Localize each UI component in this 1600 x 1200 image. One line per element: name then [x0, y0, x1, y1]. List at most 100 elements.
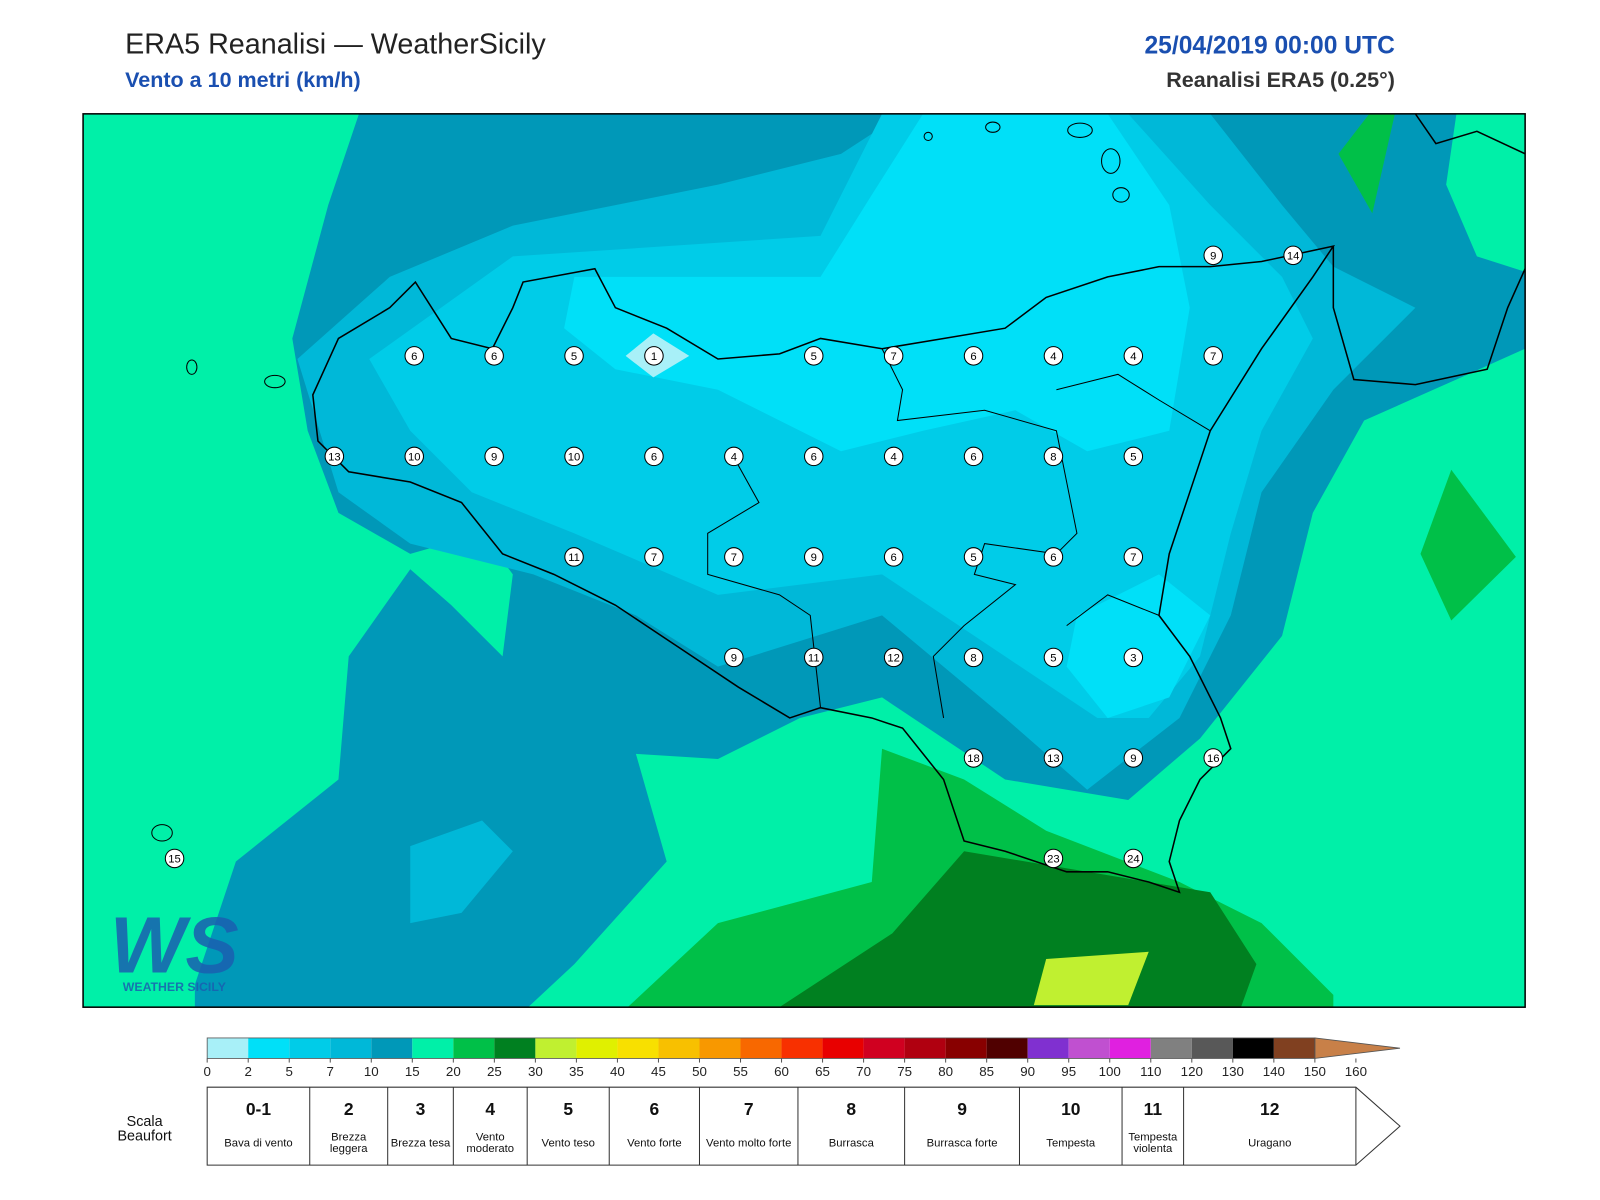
colorbar-arrow	[1314, 1037, 1401, 1059]
island	[985, 121, 1001, 133]
colorbar-segment	[658, 1037, 700, 1059]
station-marker	[1043, 547, 1064, 567]
source: Reanalisi ERA5 (0.25°)	[1166, 68, 1395, 92]
station-marker	[1123, 748, 1144, 768]
station-value: 1	[651, 351, 657, 363]
colorbar-tick-label: 55	[733, 1064, 748, 1079]
beaufort-desc: Vento teso	[541, 1136, 595, 1150]
beaufort-force: 6	[650, 1099, 660, 1119]
station-value: 9	[1210, 250, 1216, 262]
station-marker	[1123, 446, 1144, 467]
station-marker	[804, 446, 824, 467]
station-value: 9	[811, 552, 817, 564]
colorbar-segment	[1232, 1037, 1274, 1059]
station-value: 6	[651, 452, 657, 464]
station-value: 10	[408, 452, 421, 464]
contour	[83, 113, 513, 1008]
colorbar-tick-label: 40	[610, 1064, 625, 1079]
beaufort-force: 12	[1260, 1099, 1279, 1119]
station-value: 4	[891, 452, 897, 464]
beaufort-desc-box: Uragano	[1248, 1137, 1291, 1148]
colorbar-tick-label: 65	[815, 1064, 830, 1079]
colorbar-tick-label: 150	[1304, 1064, 1326, 1079]
contour	[1033, 951, 1149, 1006]
beaufort-force: 7	[744, 1099, 754, 1119]
island	[186, 359, 198, 375]
station-marker	[963, 547, 984, 567]
map-frame	[82, 113, 1526, 1008]
colorbar-segment	[412, 1037, 454, 1059]
contour	[564, 113, 1190, 452]
beaufort-desc: Brezza tesa	[390, 1136, 451, 1150]
station-marker	[1043, 446, 1064, 467]
colorbar-tick-label: 70	[856, 1064, 871, 1079]
station-value: 6	[411, 351, 417, 363]
colorbar-segment	[207, 1037, 249, 1059]
colorbar-segment	[699, 1037, 741, 1059]
beaufort-force: 2	[344, 1099, 354, 1119]
beaufort-desc-box: Brezza tesa	[390, 1136, 451, 1150]
colorbar-segment	[863, 1037, 905, 1059]
coastline	[1332, 246, 1526, 386]
station-marker	[484, 346, 504, 366]
station-marker	[564, 547, 584, 567]
station-marker	[1043, 647, 1064, 668]
colorbar-segment	[740, 1037, 782, 1059]
island	[1101, 148, 1121, 174]
station-value: 7	[1130, 552, 1136, 564]
station-value: 24	[1127, 854, 1140, 866]
contour	[410, 820, 513, 924]
province-border	[707, 456, 822, 708]
beaufort-desc-box: Tempesta violenta	[1128, 1132, 1177, 1155]
station-value: 6	[1050, 552, 1056, 564]
province-border	[1066, 594, 1160, 627]
station-value: 23	[1047, 854, 1060, 866]
beaufort-desc-box: Brezza leggera	[329, 1131, 368, 1155]
colorbar-segment	[904, 1037, 946, 1059]
station-value: 11	[568, 552, 580, 564]
contour	[1420, 469, 1516, 621]
station-value: 7	[1210, 351, 1216, 363]
station-marker	[564, 346, 584, 366]
station-marker	[804, 647, 824, 668]
beaufort-force: 8	[846, 1099, 856, 1119]
beaufort-desc: Burrasca forte	[926, 1136, 998, 1150]
station-marker	[564, 446, 584, 467]
beaufort-force: 5	[563, 1099, 573, 1119]
contour	[1338, 113, 1395, 214]
beaufort-scale: Scala Beaufort 0-1 Bava di vento 2 Brezza l…	[117, 1086, 1401, 1166]
station-value: 16	[1207, 753, 1220, 765]
colorbar-segment	[535, 1037, 577, 1059]
station-value: 6	[970, 452, 976, 464]
station-marker	[963, 647, 984, 668]
colorbar-tick-label: 7	[327, 1064, 334, 1079]
station-value: 6	[970, 351, 976, 363]
station-marker	[1043, 346, 1064, 366]
station-marker	[644, 446, 664, 467]
beaufort-desc-box: Vento forte	[627, 1137, 682, 1148]
beaufort-desc: Vento moderato	[466, 1131, 515, 1155]
colorbar-segment	[1027, 1037, 1069, 1059]
colorbar-segment	[1109, 1037, 1151, 1059]
colorbar-tick-label: 160	[1345, 1064, 1367, 1079]
colorbar-segment	[1150, 1037, 1192, 1059]
station-value: 12	[887, 653, 900, 665]
beaufort-desc: Vento molto forte	[706, 1136, 792, 1150]
island	[264, 374, 286, 389]
station-marker	[324, 446, 345, 467]
island	[151, 824, 173, 842]
station-marker	[1283, 245, 1303, 266]
colorbar-tick-label: 25	[487, 1064, 502, 1079]
station-value: 5	[970, 552, 976, 564]
colorbar-segment	[1068, 1037, 1110, 1059]
station-value: 7	[731, 552, 737, 564]
colorbar-tick-label: 120	[1181, 1064, 1203, 1079]
colorbar-segment	[330, 1037, 372, 1059]
beaufort-desc: Brezza leggera	[329, 1131, 368, 1155]
station-value: 9	[491, 452, 497, 464]
station-value: 4	[1050, 351, 1056, 363]
beaufort-desc-box: Vento moderato	[466, 1131, 515, 1155]
station-marker	[963, 446, 984, 467]
station-value: 9	[731, 653, 737, 665]
